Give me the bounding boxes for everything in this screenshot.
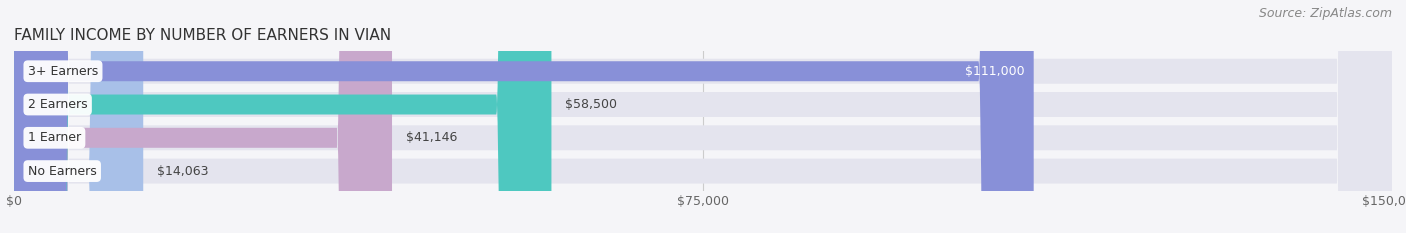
FancyBboxPatch shape <box>14 0 551 233</box>
FancyBboxPatch shape <box>14 0 1392 233</box>
FancyBboxPatch shape <box>14 0 1033 233</box>
FancyBboxPatch shape <box>14 0 1392 233</box>
Text: $14,063: $14,063 <box>157 164 208 178</box>
FancyBboxPatch shape <box>14 0 392 233</box>
FancyBboxPatch shape <box>14 0 143 233</box>
Text: 3+ Earners: 3+ Earners <box>28 65 98 78</box>
Text: FAMILY INCOME BY NUMBER OF EARNERS IN VIAN: FAMILY INCOME BY NUMBER OF EARNERS IN VI… <box>14 28 391 43</box>
Text: $41,146: $41,146 <box>406 131 457 144</box>
Text: 1 Earner: 1 Earner <box>28 131 82 144</box>
Text: $58,500: $58,500 <box>565 98 617 111</box>
Text: No Earners: No Earners <box>28 164 97 178</box>
FancyBboxPatch shape <box>14 0 1392 233</box>
Text: Source: ZipAtlas.com: Source: ZipAtlas.com <box>1258 7 1392 20</box>
Text: 2 Earners: 2 Earners <box>28 98 87 111</box>
Text: $111,000: $111,000 <box>965 65 1025 78</box>
FancyBboxPatch shape <box>14 0 1392 233</box>
